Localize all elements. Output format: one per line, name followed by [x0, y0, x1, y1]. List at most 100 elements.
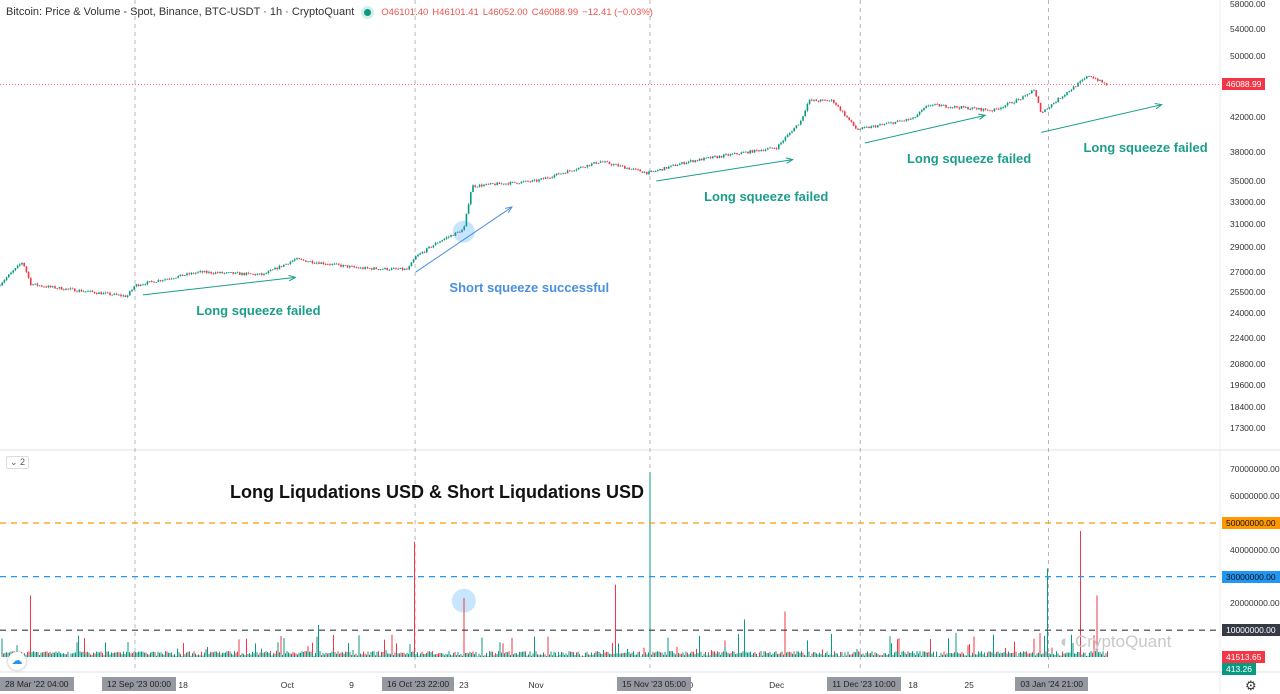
candle-body [597, 162, 600, 164]
candle-body [461, 229, 463, 233]
time-marker-badge: 16 Oct '23 22:00 [382, 677, 455, 691]
candle-body [384, 267, 386, 270]
candle-body [131, 289, 133, 292]
candle-body [879, 124, 881, 126]
pane-collapse-button[interactable]: ⌄ 2 [6, 456, 30, 469]
price-axis-label: 42000.00 [1230, 112, 1266, 122]
candle-body [12, 270, 14, 273]
settings-gear-icon[interactable]: ⚙ [1245, 678, 1257, 693]
candle-body [747, 151, 749, 154]
candle-body [751, 150, 754, 153]
candle-body [584, 167, 586, 168]
candle-body [802, 116, 804, 121]
price-axis-label: 20800.00 [1230, 358, 1266, 369]
liq-axis-label: 20000000.00 [1230, 598, 1280, 609]
candle-body [371, 268, 373, 270]
candle-body [287, 263, 289, 265]
candle-body [976, 108, 978, 110]
candle-body [808, 99, 811, 104]
candle-body [529, 181, 531, 183]
price-axis-label: 58000.00 [1230, 0, 1266, 9]
candle-body [626, 167, 628, 169]
candle-body [406, 268, 408, 270]
low-value: L46052.00 [482, 7, 528, 18]
candle-body [716, 156, 718, 158]
candle-body [164, 279, 166, 281]
candle-body [258, 273, 261, 275]
candle-body [69, 288, 72, 290]
candle-body [197, 271, 199, 273]
candle-body [698, 158, 701, 161]
candle-body [888, 122, 890, 124]
long-last-badge: 41513.65 [1222, 651, 1266, 663]
candle-body [481, 184, 483, 187]
candle-body [575, 169, 578, 171]
candle-body [294, 259, 296, 261]
candle-body [23, 262, 25, 267]
candle-body [615, 164, 617, 166]
candle-body [960, 106, 963, 109]
candle-body [335, 263, 338, 265]
candle-body [778, 144, 780, 149]
candle-body [261, 273, 263, 275]
annotation-label: Long squeeze failed [1083, 140, 1208, 156]
candle-body [278, 265, 281, 270]
candle-body [1046, 108, 1048, 110]
candle-body [1105, 83, 1108, 86]
candle-body [382, 269, 384, 270]
candle-body [613, 164, 615, 166]
candle-body [107, 292, 109, 294]
candle-body [896, 120, 899, 122]
candle-body [162, 280, 164, 282]
candle-body [604, 161, 606, 163]
liq-axis-label: 40000000.00 [1230, 544, 1280, 555]
candle-body [903, 120, 905, 122]
tradingview-logo-icon[interactable]: ☁ [8, 652, 26, 670]
candle-body [720, 155, 723, 158]
candle-body [947, 107, 949, 109]
candle-body [208, 271, 210, 273]
chart-title-bar: Bitcoin: Price & Volume - Spot, Binance,… [6, 6, 657, 18]
close-value: C46088.99 [531, 7, 579, 18]
price-axis-label: 22400.00 [1230, 332, 1266, 343]
candle-body [841, 110, 844, 112]
candle-body [1055, 101, 1057, 103]
candle-body [395, 268, 397, 269]
candle-body [148, 281, 151, 282]
candle-body [263, 273, 265, 275]
candle-body [729, 154, 732, 156]
price-axis-label: 31000.00 [1230, 218, 1266, 229]
candle-body [1081, 79, 1084, 82]
candle-body [254, 273, 256, 276]
candle-body [514, 181, 516, 183]
candle-body [368, 268, 371, 269]
candle-body [1059, 98, 1062, 99]
candle-body [1064, 94, 1066, 97]
candle-body [630, 168, 633, 170]
candle-body [115, 293, 118, 295]
candle-body [14, 267, 17, 271]
arrow-head-icon [785, 157, 794, 164]
candle-body [694, 160, 696, 163]
candle-body [437, 242, 439, 244]
candle-body [817, 100, 820, 102]
candle-body [881, 124, 883, 126]
candle-body [267, 271, 270, 274]
candle-body [740, 152, 743, 155]
candle-body [184, 275, 186, 277]
candle-body [1061, 96, 1064, 99]
candle-body [987, 109, 989, 111]
candle-body [657, 170, 659, 172]
candle-body [49, 285, 52, 288]
cryptoquant-watermark: ◐ CryptoQuant [1060, 632, 1172, 651]
candle-body [423, 252, 426, 253]
candle-body [542, 178, 545, 180]
candle-body [835, 102, 837, 106]
candle-body [377, 269, 380, 270]
candle-body [1022, 96, 1024, 100]
candle-body [982, 108, 985, 111]
candle-body [428, 246, 430, 249]
candle-body [450, 235, 452, 237]
candle-body [828, 100, 831, 102]
